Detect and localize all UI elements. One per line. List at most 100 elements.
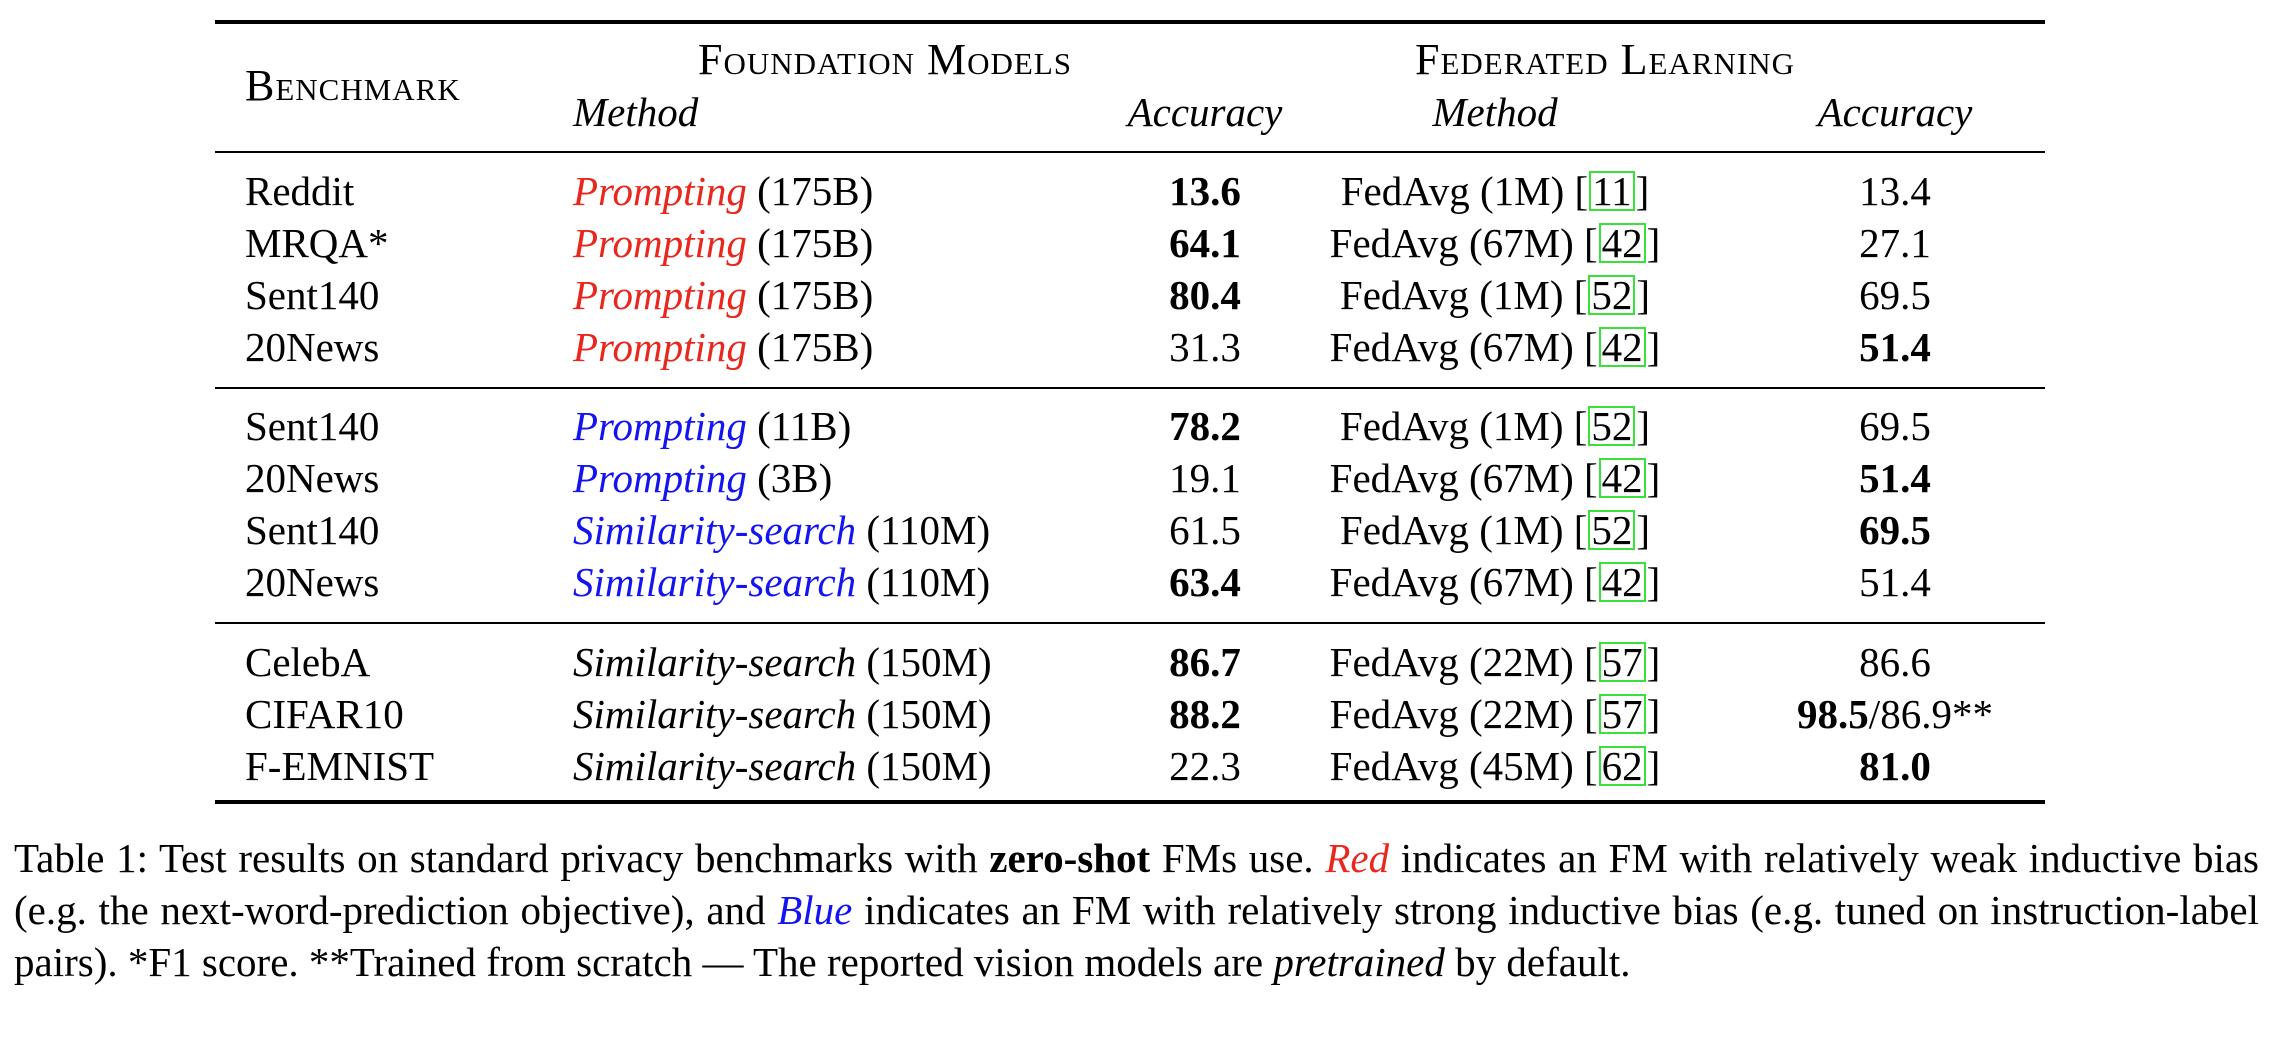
citation-link[interactable]: 52	[1588, 406, 1636, 447]
caption-blue-word: Blue	[777, 887, 853, 933]
fl-accuracy-cell: 51.4	[1745, 556, 2045, 608]
citation-link[interactable]: 42	[1598, 223, 1646, 264]
citation-bracket: ]	[1646, 559, 1661, 605]
fm-accuracy-cell: 61.5	[1169, 507, 1241, 553]
caption-text: indicates an FM with relatively weak ind…	[14, 835, 2259, 933]
fm-method-name: Similarity-search	[573, 507, 857, 553]
benchmark-cell: MRQA*	[245, 220, 389, 266]
citation-bracket: ]	[1636, 272, 1651, 318]
benchmark-cell: Sent140	[245, 507, 380, 553]
fl-method-name: FedAvg (67M) [	[1329, 324, 1598, 370]
fm-accuracy-cell: 88.2	[1169, 691, 1241, 737]
benchmark-cell: Reddit	[245, 168, 355, 214]
citation-link[interactable]: 62	[1598, 746, 1646, 787]
fl-method-name: FedAvg (67M) [	[1329, 220, 1598, 266]
citation-link[interactable]: 52	[1588, 510, 1636, 551]
citation-bracket: ]	[1646, 220, 1661, 266]
caption-text: indicates an FM with relatively strong i…	[14, 887, 2260, 985]
citation-link[interactable]: 42	[1598, 562, 1646, 603]
fm-accuracy-cell: 19.1	[1169, 455, 1241, 501]
citation-bracket: ]	[1646, 455, 1661, 501]
table-caption: Table 1: Test results on standard privac…	[14, 832, 2259, 988]
fl-accuracy-value: 69.5	[1859, 507, 1931, 553]
fm-model-size: (150M)	[856, 639, 992, 685]
benchmark-cell: 20News	[245, 324, 380, 370]
fl-accuracy-value: 51.4	[1859, 559, 1931, 605]
fl-accuracy-cell: 98.5/86.9**	[1745, 688, 2045, 740]
caption-text: Table 1: Test results on standard privac…	[14, 835, 990, 881]
fm-accuracy-cell: 80.4	[1169, 272, 1241, 318]
fm-model-size: (110M)	[856, 559, 991, 605]
header-federated-learning: Federated Learning	[1415, 35, 1795, 84]
fm-model-size: (175B)	[746, 324, 874, 370]
caption-text: FMs use.	[1150, 835, 1326, 881]
fm-method-name: Prompting	[573, 455, 747, 501]
citation-bracket: ]	[1646, 639, 1661, 685]
fl-method-cell: FedAvg (45M) [62]	[1315, 740, 1675, 792]
fm-method-name: Similarity-search	[573, 743, 857, 789]
fm-accuracy-cell: 31.3	[1169, 324, 1241, 370]
fm-method-name: Prompting	[573, 324, 747, 370]
fl-method-name: FedAvg (1M) [	[1339, 403, 1588, 449]
fm-method-name: Prompting	[573, 168, 747, 214]
fm-method-cell: Similarity-search (150M)	[573, 740, 992, 792]
fl-accuracy-cell: 86.6	[1745, 636, 2045, 688]
table-bottom-rule	[215, 800, 2045, 804]
header-rule	[215, 151, 2045, 153]
fl-accuracy-value: 51.4	[1859, 324, 1931, 370]
fl-accuracy-cell: 69.5	[1745, 269, 2045, 321]
citation-link[interactable]: 57	[1598, 694, 1646, 735]
fl-method-cell: FedAvg (67M) [42]	[1315, 556, 1675, 608]
fm-model-size: (11B)	[746, 403, 852, 449]
fm-method-name: Prompting	[573, 403, 747, 449]
group-rule-2	[215, 622, 2045, 624]
fl-accuracy-value: 27.1	[1859, 220, 1931, 266]
fm-method-cell: Similarity-search (110M)	[573, 504, 990, 556]
fm-model-size: (150M)	[856, 691, 992, 737]
header-fm-accuracy: Accuracy	[1127, 89, 1283, 135]
citation-link[interactable]: 52	[1588, 275, 1636, 316]
fl-method-name: FedAvg (67M) [	[1329, 455, 1598, 501]
group-rule-1	[215, 387, 2045, 389]
fl-accuracy-cell: 27.1	[1745, 217, 2045, 269]
fl-method-name: FedAvg (22M) [	[1329, 639, 1598, 685]
citation-link[interactable]: 42	[1598, 458, 1646, 499]
citation-link[interactable]: 11	[1589, 171, 1635, 212]
fm-accuracy-cell: 64.1	[1169, 220, 1241, 266]
fl-accuracy-value: 69.5	[1859, 403, 1931, 449]
citation-link[interactable]: 57	[1598, 642, 1646, 683]
fl-method-name: FedAvg (22M) [	[1329, 691, 1598, 737]
fm-accuracy-cell: 86.7	[1169, 639, 1241, 685]
fl-accuracy-value: 69.5	[1859, 272, 1931, 318]
fm-method-cell: Prompting (175B)	[573, 321, 873, 373]
fm-method-cell: Similarity-search (150M)	[573, 688, 992, 740]
caption-italic-pretrained: pretrained	[1273, 939, 1445, 985]
fl-accuracy-value: 86.6	[1859, 639, 1931, 685]
citation-link[interactable]: 42	[1598, 327, 1646, 368]
citation-bracket: ]	[1636, 403, 1651, 449]
fl-method-cell: FedAvg (1M) [11]	[1315, 165, 1675, 217]
fl-accuracy-cell: 13.4	[1745, 165, 2045, 217]
fl-method-cell: FedAvg (67M) [42]	[1315, 321, 1675, 373]
fm-method-cell: Prompting (175B)	[573, 165, 873, 217]
fl-method-cell: FedAvg (1M) [52]	[1315, 400, 1675, 452]
fm-method-cell: Prompting (175B)	[573, 217, 873, 269]
fl-method-cell: FedAvg (67M) [42]	[1315, 217, 1675, 269]
citation-bracket: ]	[1646, 324, 1661, 370]
fl-accuracy-value: 81.0	[1859, 743, 1931, 789]
fm-model-size: (175B)	[746, 220, 874, 266]
table-top-rule	[215, 20, 2045, 24]
caption-red-word: Red	[1325, 835, 1390, 881]
citation-bracket: ]	[1646, 743, 1661, 789]
header-fm-method: Method	[573, 89, 699, 135]
header-fl-accuracy: Accuracy	[1817, 89, 1973, 135]
fm-method-cell: Prompting (3B)	[573, 452, 832, 504]
fm-method-name: Similarity-search	[573, 559, 857, 605]
benchmark-cell: Sent140	[245, 403, 380, 449]
fm-method-name: Prompting	[573, 220, 747, 266]
fm-model-size: (175B)	[746, 272, 874, 318]
fl-accuracy-cell: 51.4	[1745, 452, 2045, 504]
fl-accuracy-cell: 69.5	[1745, 504, 2045, 556]
fm-method-name: Prompting	[573, 272, 747, 318]
fm-model-size: (175B)	[746, 168, 874, 214]
